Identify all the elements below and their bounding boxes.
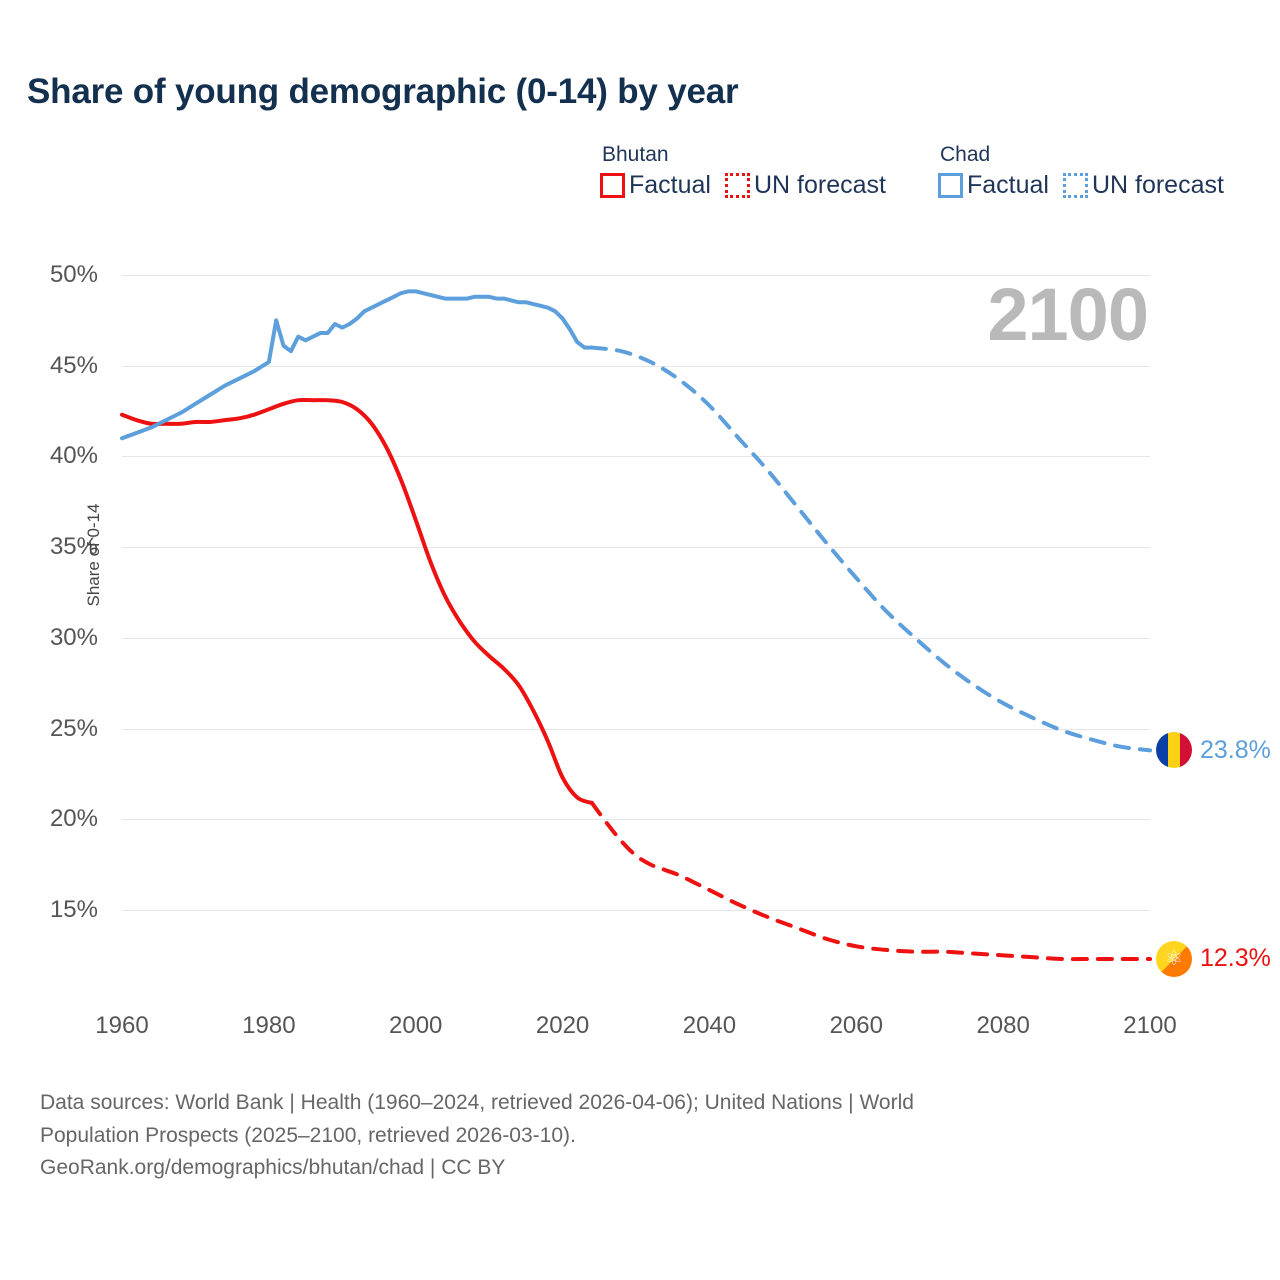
y-axis-tick-label: 50% xyxy=(49,261,98,288)
legend-item-bhutan-factual[interactable]: Factual xyxy=(600,173,711,198)
y-axis-tick-label: 30% xyxy=(49,623,98,651)
y-axis-tick-label: 20% xyxy=(49,805,98,833)
x-axis-tick-label: 2020 xyxy=(535,1012,590,1039)
dragon-glyph-icon: ⚛ xyxy=(1165,947,1183,970)
x-axis-tick-label: 2080 xyxy=(976,1012,1030,1039)
x-axis-tick-label: 1980 xyxy=(242,1012,296,1039)
page-title: Share of young demographic (0-14) by yea… xyxy=(27,72,739,111)
legend-country-bhutan: Bhutan xyxy=(602,143,669,166)
legend-group-chad: Chad Factual UN forecast xyxy=(937,143,1224,199)
legend-label-bhutan-factual: Factual xyxy=(629,171,711,199)
legend-swatch-dotted-blue-icon xyxy=(1062,173,1088,198)
y-axis-labels: 50% 45% 40% 35% 30% 25% 20% 15% xyxy=(0,261,110,923)
y-axis-tick-label: 25% xyxy=(49,714,98,742)
legend-country-chad: Chad xyxy=(939,143,991,166)
legend-label-chad-forecast: UN forecast xyxy=(1091,171,1224,199)
x-axis-tick-label: 1960 xyxy=(95,1012,149,1039)
x-axis-tick-label: 2060 xyxy=(829,1012,883,1039)
legend-item-chad-forecast[interactable]: UN forecast xyxy=(1062,171,1224,199)
gridline xyxy=(122,456,1150,458)
year-watermark: 2100 xyxy=(987,273,1149,356)
footer-sources-line-2: Population Prospects (2025–2100, retriev… xyxy=(40,1123,576,1147)
chart-legend: Bhutan Factual UN forecast Chad Factual xyxy=(600,144,1224,198)
footer: Data sources: World Bank | Health (1960–… xyxy=(40,1087,1180,1185)
legend-label-chad-factual: Factual xyxy=(966,171,1049,199)
end-value-bhutan: 12.3% xyxy=(1200,944,1271,973)
legend-item-bhutan-forecast[interactable]: UN forecast xyxy=(724,171,886,199)
y-axis-title: Share of 0-14 xyxy=(84,503,103,607)
x-axis-tick-label: 2040 xyxy=(682,1012,737,1039)
gridline xyxy=(122,728,1150,730)
legend-swatch-solid-red-icon xyxy=(600,173,625,198)
gridline xyxy=(122,275,1150,276)
plot-area xyxy=(122,275,1150,911)
end-label-chad: 23.8% xyxy=(1156,732,1271,769)
legend-label-bhutan-forecast: UN forecast xyxy=(753,171,886,199)
y-axis-tick-label: 35% xyxy=(49,533,98,561)
bhutan-flag-icon: ⚛ xyxy=(1156,940,1192,977)
y-axis-tick-label: 15% xyxy=(49,896,98,923)
x-axis-tick-label: 2100 xyxy=(1123,1012,1177,1039)
gridline xyxy=(122,365,1150,367)
x-axis-labels: 1960 1980 2000 2020 2040 2060 2080 2100 xyxy=(0,1012,1280,1052)
legend-item-chad-factual[interactable]: Factual xyxy=(937,171,1049,199)
end-label-bhutan: ⚛ 12.3% xyxy=(1156,940,1271,977)
x-axis-tick-label: 2000 xyxy=(389,1012,443,1039)
legend-group-bhutan: Bhutan Factual UN forecast xyxy=(600,144,886,198)
gridline xyxy=(122,547,1150,549)
footer-sources-line-1: Data sources: World Bank | Health (1960–… xyxy=(40,1091,914,1114)
legend-swatch-solid-blue-icon xyxy=(937,173,963,198)
legend-swatch-dotted-red-icon xyxy=(724,173,750,198)
y-axis-tick-label: 40% xyxy=(49,442,98,470)
footer-attribution: GeoRank.org/demographics/bhutan/chad | C… xyxy=(40,1156,506,1180)
y-axis-tick-label: 45% xyxy=(49,351,98,379)
gridline xyxy=(122,637,1150,639)
gridline xyxy=(122,819,1150,821)
gridline xyxy=(122,910,1150,911)
end-value-chad: 23.8% xyxy=(1200,735,1271,764)
chad-flag-icon xyxy=(1156,732,1192,769)
